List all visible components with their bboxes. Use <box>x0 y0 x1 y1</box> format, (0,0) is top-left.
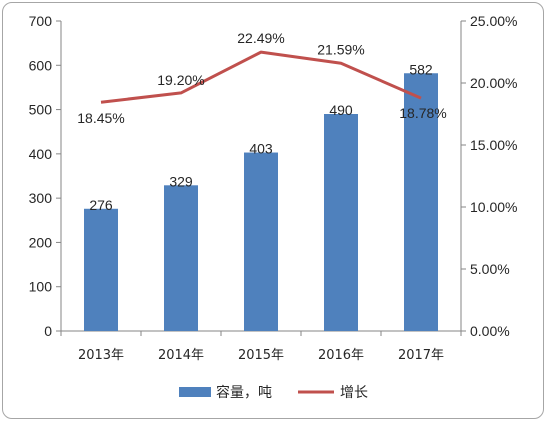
y-right-tick-label: 0.00% <box>470 323 510 339</box>
x-tick-label: 2017年 <box>398 348 444 363</box>
y-right-tick-label: 25.00% <box>470 13 517 29</box>
bar <box>244 152 278 331</box>
legend-swatch-bar <box>179 387 211 397</box>
x-tick-label: 2015年 <box>238 348 284 363</box>
bar-data-label: 582 <box>409 61 433 77</box>
y-left-tick-label: 500 <box>29 102 53 118</box>
line-data-label: 18.78% <box>399 105 446 121</box>
y-left-tick-label: 400 <box>29 146 53 162</box>
y-left-tick-label: 0 <box>44 323 52 339</box>
line-data-label: 18.45% <box>77 110 124 126</box>
y-right-tick-label: 15.00% <box>470 137 517 153</box>
legend-label-line: 增长 <box>340 385 368 401</box>
y-right-tick-label: 5.00% <box>470 261 510 277</box>
bar-data-label: 490 <box>329 102 353 118</box>
y-left-tick-label: 700 <box>29 13 53 29</box>
growth-line <box>100 50 422 104</box>
bar-data-label: 403 <box>249 141 273 157</box>
bar <box>164 185 198 331</box>
x-tick-label: 2013年 <box>78 348 124 363</box>
bar-data-label: 329 <box>169 173 193 189</box>
line-data-label: 22.49% <box>237 30 284 46</box>
bar <box>324 114 358 331</box>
line-data-label: 21.59% <box>317 41 364 57</box>
y-right-tick-label: 20.00% <box>470 75 517 91</box>
bar-data-label: 276 <box>89 197 113 213</box>
y-right-tick-label: 10.00% <box>470 199 517 215</box>
bar <box>404 73 438 331</box>
line-data-label: 19.20% <box>157 72 204 88</box>
y-left-tick-label: 600 <box>29 57 53 73</box>
x-tick-label: 2016年 <box>318 348 364 363</box>
legend-label-bar: 容量，吨 <box>216 384 272 401</box>
y-left-tick-label: 300 <box>29 190 53 206</box>
x-tick-label: 2014年 <box>158 348 204 363</box>
y-left-tick-label: 200 <box>29 234 53 250</box>
bar <box>84 208 118 331</box>
y-left-tick-label: 100 <box>29 279 53 295</box>
